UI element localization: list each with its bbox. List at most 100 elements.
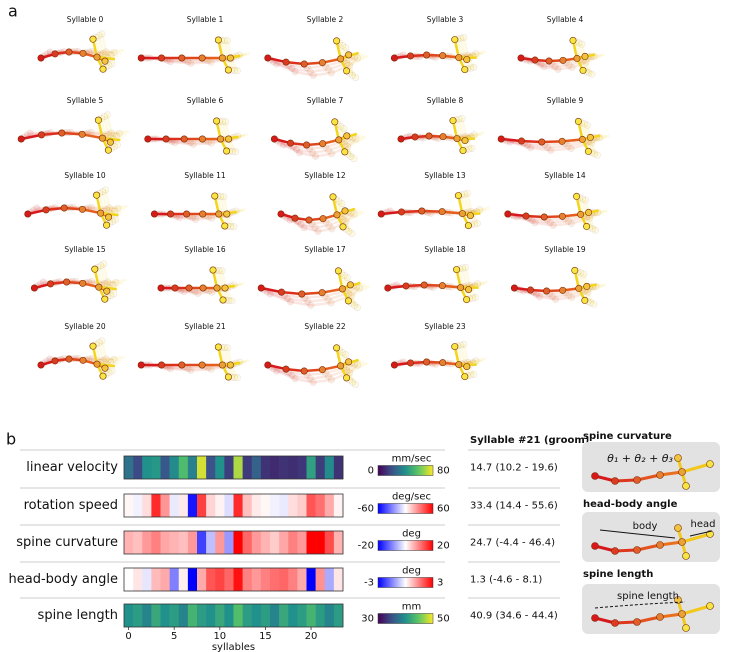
heatmap-cell xyxy=(142,494,152,517)
skeleton-bone xyxy=(587,141,596,155)
skeleton-bone xyxy=(460,118,468,137)
skeleton-bone xyxy=(555,296,572,301)
skeleton-bone xyxy=(101,191,108,210)
skeleton xyxy=(30,260,126,303)
skeleton-joint xyxy=(93,360,101,368)
skeleton-joint xyxy=(51,357,59,365)
skeleton xyxy=(390,340,487,381)
skeleton-bone xyxy=(636,615,661,624)
heatmap-cell xyxy=(260,604,271,627)
skeleton-bone xyxy=(223,40,230,59)
skeleton-bone xyxy=(179,216,196,221)
heatmap-cell xyxy=(215,494,225,517)
skeleton-joint xyxy=(178,54,186,62)
skeleton-bone xyxy=(345,210,365,223)
skeleton-joint xyxy=(221,222,229,230)
skeleton-bone xyxy=(104,282,114,287)
skeleton-joint xyxy=(418,207,426,215)
colorbar xyxy=(377,503,434,514)
heatmap-cell xyxy=(151,456,161,479)
skeleton-joint xyxy=(162,135,170,143)
skeleton-bone xyxy=(536,293,553,298)
skeleton-joint xyxy=(583,282,591,290)
skeleton-joint xyxy=(411,133,419,141)
skeleton-bone xyxy=(99,361,119,365)
skeleton-bone xyxy=(273,60,293,70)
skeleton-joint xyxy=(309,378,317,386)
skeleton-bone xyxy=(550,147,572,152)
skeleton-joint xyxy=(104,278,112,286)
skeleton-bone xyxy=(307,371,326,377)
skeleton-joint xyxy=(345,227,353,235)
skeleton-joint xyxy=(464,222,472,230)
skeleton-bone xyxy=(100,33,108,53)
skeleton-joint xyxy=(224,66,232,74)
skeleton-bone xyxy=(570,141,592,150)
syllable-title: Syllable 5 xyxy=(67,96,104,105)
heatmap-cell xyxy=(224,568,234,591)
skeleton-bone xyxy=(276,369,296,380)
panel-label: b xyxy=(6,430,16,449)
skeleton-bone xyxy=(587,285,597,294)
skeleton-joint xyxy=(674,524,682,532)
skeleton-joint xyxy=(144,135,152,143)
skeleton-bone xyxy=(279,141,297,151)
heatmap-cell xyxy=(160,531,170,554)
skeleton-bone xyxy=(273,367,293,377)
skeleton-joint xyxy=(226,361,234,369)
skeleton-bone xyxy=(348,65,357,79)
skeleton-joint xyxy=(214,36,222,44)
skeleton-joint xyxy=(318,366,326,374)
heatmap-cell xyxy=(251,604,262,627)
heatmap-cell xyxy=(270,456,280,479)
skeleton-joint xyxy=(611,547,619,555)
skeleton xyxy=(384,263,488,304)
skeleton-bone xyxy=(190,367,212,372)
skeleton-joint xyxy=(303,141,311,149)
skeleton-bone xyxy=(183,290,199,295)
skeleton-bone xyxy=(463,193,470,213)
skeleton-bone xyxy=(346,360,366,372)
skeleton-bone xyxy=(309,145,326,151)
skeleton-joint xyxy=(218,54,226,62)
row-label: rotation speed xyxy=(24,498,118,513)
skeleton-joint xyxy=(591,472,599,480)
heatmap-cell xyxy=(279,604,289,627)
skeleton-bone xyxy=(310,68,329,73)
skeleton-joint xyxy=(95,339,103,347)
skeleton-bone xyxy=(290,300,312,307)
skeleton-joint xyxy=(187,366,195,374)
skeleton-joint xyxy=(473,219,481,227)
skeleton-joint xyxy=(585,208,593,216)
heatmap-cell xyxy=(169,531,180,554)
skeleton-joint xyxy=(220,193,228,201)
skeleton-joint xyxy=(345,358,353,366)
skeleton-joint xyxy=(337,55,345,63)
skeleton-bone xyxy=(341,133,361,144)
skeleton-joint xyxy=(345,51,353,59)
skeleton-bone xyxy=(342,209,362,221)
skeleton-bone xyxy=(303,226,319,233)
skeleton-joint xyxy=(543,287,551,295)
heatmap-cell xyxy=(242,568,253,591)
skeleton-bone xyxy=(276,62,296,73)
skeleton-bone xyxy=(462,133,482,139)
skeleton-joint xyxy=(535,293,543,301)
skeleton-joint xyxy=(354,54,362,62)
skeleton-joint xyxy=(343,67,351,75)
skeleton-joint xyxy=(277,288,285,296)
skeleton-joint xyxy=(458,114,466,122)
skeleton-bone xyxy=(459,37,467,57)
skeleton-joint xyxy=(218,361,226,369)
skeleton-bone xyxy=(223,347,230,366)
heatmap-cell xyxy=(133,456,143,479)
heatmap-cell xyxy=(142,531,152,554)
syllable-title: Syllable 0 xyxy=(67,15,104,24)
heatmap-cell xyxy=(206,568,216,591)
syllable-title: Syllable 9 xyxy=(547,96,584,105)
skeleton-joint xyxy=(439,133,447,141)
skeleton-joint xyxy=(656,541,664,549)
skeleton-joint xyxy=(214,343,222,351)
skeleton-joint xyxy=(297,221,305,229)
